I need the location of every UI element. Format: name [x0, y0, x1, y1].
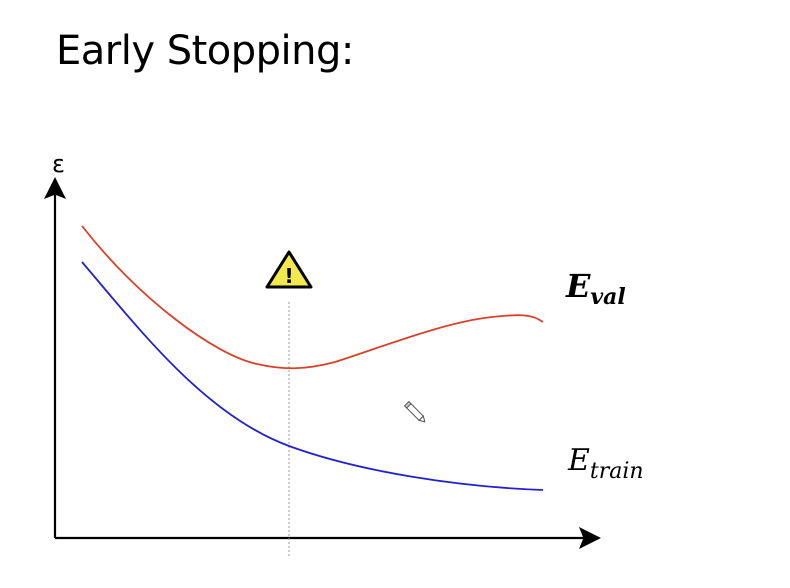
validation-error-curve — [81, 225, 544, 370]
label-e-train: Etrain — [567, 443, 644, 484]
y-axis-label: ε — [52, 150, 65, 178]
warning-icon: ! — [265, 250, 313, 289]
label-e-train-base: E — [567, 443, 590, 478]
training-error-curve — [81, 261, 544, 491]
label-e-val-sub: val — [590, 284, 625, 310]
slide-title: Early Stopping: — [56, 28, 354, 74]
label-e-val: Eval — [565, 267, 626, 310]
label-e-train-sub: train — [590, 459, 644, 484]
pencil-icon — [403, 400, 426, 423]
warning-symbol: ! — [284, 264, 293, 288]
label-e-val-base: E — [565, 267, 591, 305]
